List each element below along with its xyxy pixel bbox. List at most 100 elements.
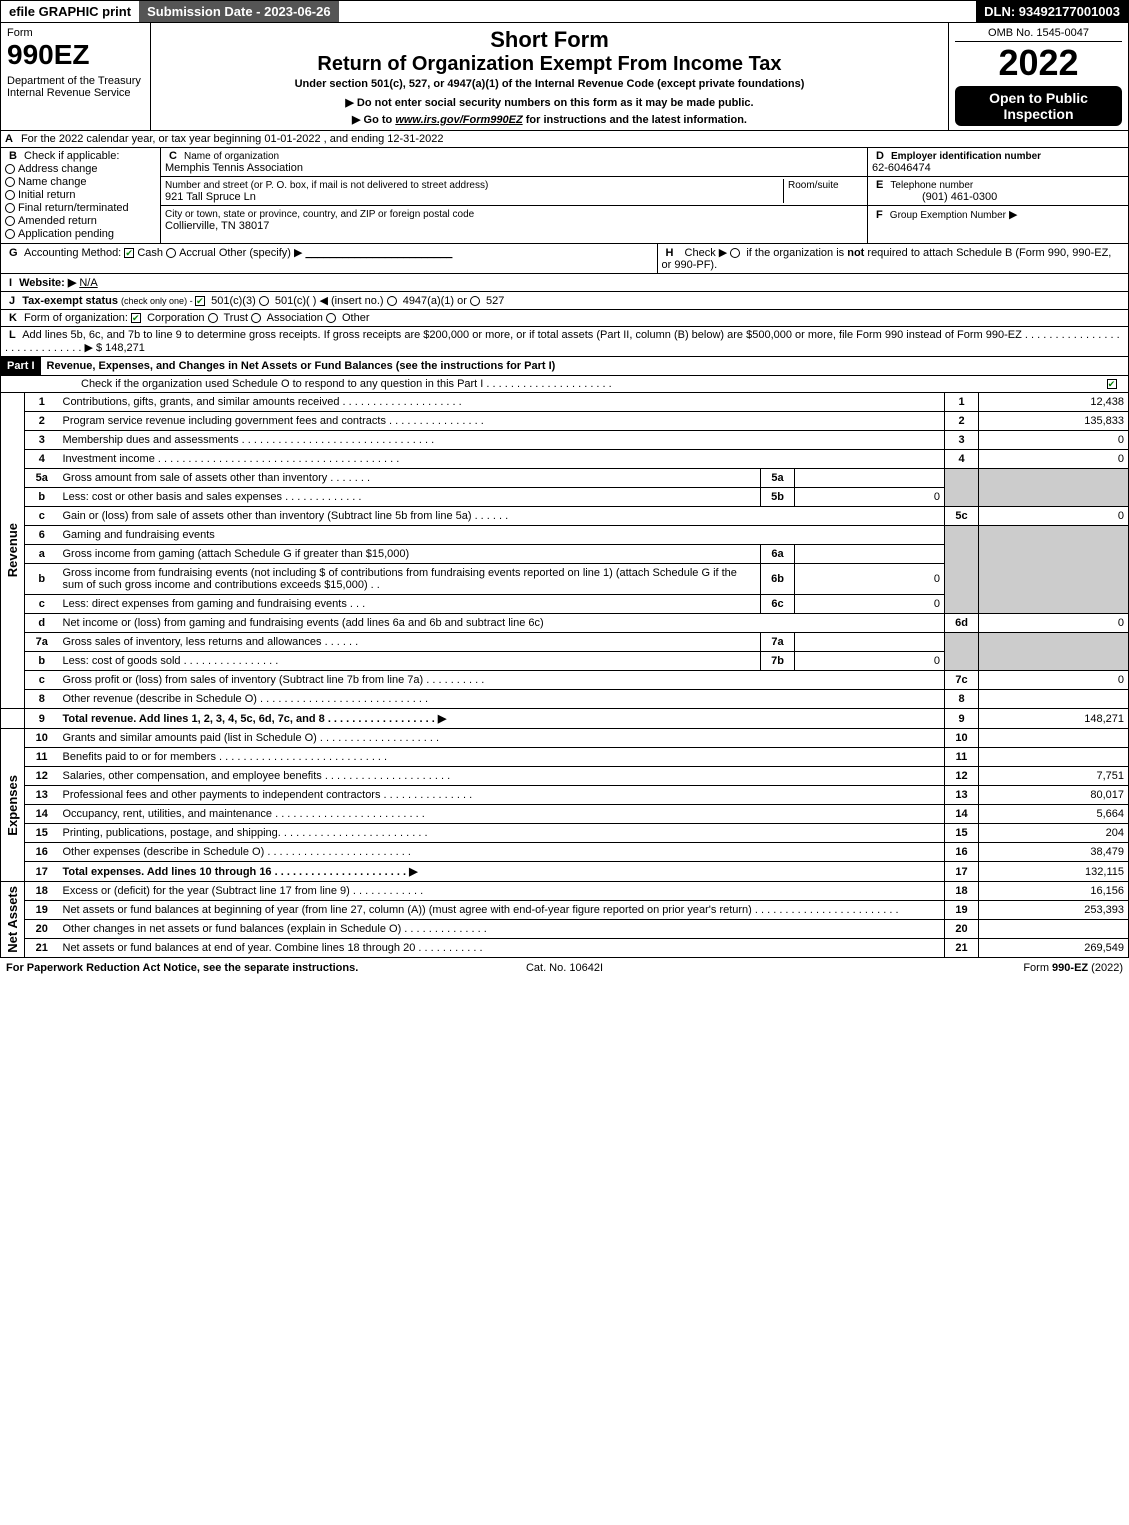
cb-other-org[interactable] [326, 313, 336, 323]
F-row: F Group Exemption Number ▶ [868, 206, 1128, 223]
ln-6-desc: Gaming and fundraising events [59, 526, 945, 545]
ln-16-ref: 16 [945, 843, 979, 862]
phone-value: (901) 461-0300 [922, 191, 997, 203]
irs-link[interactable]: www.irs.gov/Form990EZ [395, 114, 522, 126]
ln-6c-num: c [25, 595, 59, 614]
ln-1-num: 1 [25, 393, 59, 412]
cb-527[interactable] [470, 296, 480, 306]
cb-schedule-o[interactable] [1107, 379, 1117, 389]
room-suite-label: Room/suite [788, 180, 839, 191]
go-to-suffix: for instructions and the latest informat… [523, 114, 747, 126]
ln-8-ref: 8 [945, 690, 979, 709]
cb-501c[interactable] [259, 296, 269, 306]
I-cell: I Website: ▶ N/A [1, 274, 1128, 291]
footer-form: Form 990-EZ (2022) [751, 962, 1123, 974]
ln-8-val [979, 690, 1129, 709]
ln-6-num: 6 [25, 526, 59, 545]
ln-11-val [979, 748, 1129, 767]
ln-7c-ref: 7c [945, 671, 979, 690]
ln-20-desc: Other changes in net assets or fund bala… [59, 920, 945, 939]
opt-pending: Application pending [18, 228, 114, 240]
go-to-prefix: ▶ Go to [352, 114, 395, 126]
letter-A: A [1, 131, 17, 147]
part1-check-text: Check if the organization used Schedule … [1, 376, 1098, 392]
ln-7b-sn: 7b [761, 652, 795, 671]
ln-21-ref: 21 [945, 939, 979, 958]
ln-5b-sv: 0 [795, 488, 945, 507]
G-accrual: Accrual [179, 247, 216, 259]
ln-18-desc: Excess or (deficit) for the year (Subtra… [59, 882, 945, 901]
J-only: (check only one) - [121, 296, 195, 306]
ln-14-ref: 14 [945, 805, 979, 824]
ln-9-num: 9 [25, 709, 59, 729]
cb-name-change[interactable] [5, 177, 15, 187]
side-expenses: Expenses [5, 775, 20, 836]
ln-7a-desc: Gross sales of inventory, less returns a… [59, 633, 761, 652]
ln-6d-num: d [25, 614, 59, 633]
ln-3-ref: 3 [945, 431, 979, 450]
ln-9-ref: 9 [945, 709, 979, 729]
opt-name: Name change [18, 176, 87, 188]
cb-initial-return[interactable] [5, 190, 15, 200]
ln-5ab-grey [945, 469, 979, 507]
cb-amended[interactable] [5, 216, 15, 226]
cb-assoc[interactable] [251, 313, 261, 323]
cb-schedule-b[interactable] [730, 248, 740, 258]
go-to-line: ▶ Go to www.irs.gov/Form990EZ for instru… [159, 113, 940, 126]
part1-table: Revenue 1 Contributions, gifts, grants, … [0, 393, 1129, 958]
form-number: 990EZ [7, 39, 144, 71]
D-label: Employer identification number [891, 151, 1041, 162]
ln-16-num: 16 [25, 843, 59, 862]
G-cash: Cash [137, 247, 163, 259]
cb-final-return[interactable] [5, 203, 15, 213]
opt-address: Address change [18, 163, 98, 175]
ln-2-ref: 2 [945, 412, 979, 431]
ln-6d-val: 0 [979, 614, 1129, 633]
cb-cash[interactable] [124, 248, 134, 258]
cb-corp[interactable] [131, 313, 141, 323]
ln-5a-sv [795, 469, 945, 488]
ln-9-desc: Total revenue. Add lines 1, 2, 3, 4, 5c,… [59, 709, 945, 729]
ln-13-ref: 13 [945, 786, 979, 805]
ln-5c-val: 0 [979, 507, 1129, 526]
header-right: OMB No. 1545-0047 2022 Open to Public In… [948, 23, 1128, 130]
cb-4947[interactable] [387, 296, 397, 306]
ln-17-ref: 17 [945, 862, 979, 882]
omb-number: OMB No. 1545-0047 [955, 27, 1122, 42]
ln-6b-sn: 6b [761, 564, 795, 595]
ln-6b-sv: 0 [795, 564, 945, 595]
L-cell: L Add lines 5b, 6c, and 7b to line 9 to … [1, 327, 1128, 356]
ln-2-num: 2 [25, 412, 59, 431]
cb-address-change[interactable] [5, 164, 15, 174]
cb-trust[interactable] [208, 313, 218, 323]
ln-2-desc: Program service revenue including govern… [59, 412, 945, 431]
ln-12-ref: 12 [945, 767, 979, 786]
submission-date: Submission Date - 2023-06-26 [139, 1, 339, 22]
ln-4-ref: 4 [945, 450, 979, 469]
ln-3-desc: Membership dues and assessments . . . . … [59, 431, 945, 450]
ln-19-num: 19 [25, 901, 59, 920]
return-title: Return of Organization Exempt From Incom… [159, 53, 940, 76]
ln-6-grey [945, 526, 979, 614]
ln-7a-sv [795, 633, 945, 652]
form-word: Form [7, 27, 144, 39]
ln-20-val [979, 920, 1129, 939]
ln-10-ref: 10 [945, 729, 979, 748]
ln-20-ref: 20 [945, 920, 979, 939]
col-C: C Name of organization Memphis Tennis As… [161, 148, 868, 243]
topbar-spacer [339, 1, 977, 22]
ln-10-desc: Grants and similar amounts paid (list in… [59, 729, 945, 748]
dept-treasury: Department of the Treasury Internal Reve… [7, 75, 144, 99]
ln-21-num: 21 [25, 939, 59, 958]
cb-accrual[interactable] [166, 248, 176, 258]
top-bar: efile GRAPHIC print Submission Date - 20… [0, 0, 1129, 23]
K-cell: K Form of organization: Corporation Trus… [1, 310, 1128, 326]
F-arrow: ▶ [1009, 209, 1017, 221]
footer-form-a: Form [1023, 962, 1052, 974]
ln-7a-sn: 7a [761, 633, 795, 652]
cb-501c3[interactable] [195, 296, 205, 306]
cb-app-pending[interactable] [5, 229, 15, 239]
dln-label: DLN: 93492177001003 [976, 1, 1128, 22]
G-other: Other (specify) ▶ [219, 247, 303, 259]
ln-10-num: 10 [25, 729, 59, 748]
